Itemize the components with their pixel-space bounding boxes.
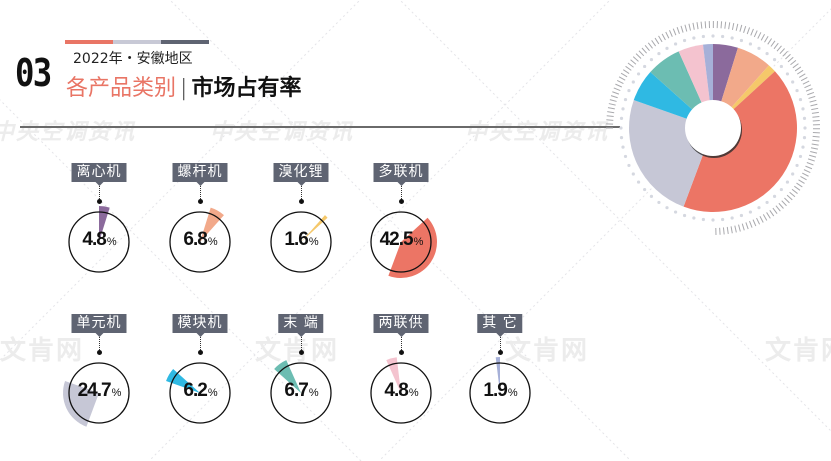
accent-bar-slate [161,40,209,44]
pie-outline [169,362,231,424]
mini-pie-chart [469,357,531,424]
category-label: 其 它 [477,314,523,337]
watermark: 文肯网 [505,336,590,366]
category-item: 溴化锂 1.6% [256,163,346,293]
category-item: 螺杆机 6.8% [155,163,245,293]
title-separator: | [180,76,188,101]
pie-outline [469,362,531,424]
category-label: 离心机 [71,163,127,186]
percentage-value: 4.8% [384,380,418,401]
pie-outline [270,211,332,273]
watermark: 文肯网 [0,336,85,366]
share-sector [388,217,437,278]
watermark: 文肯网 [765,336,831,366]
percentage-value: 1.9% [483,380,517,401]
donut-hole [685,100,741,156]
mini-pie-chart [370,211,437,278]
connector-line [401,337,402,352]
connector-dot [399,199,404,204]
connector-line [401,186,402,201]
section-number: 03 [15,51,52,95]
category-label: 末 端 [278,314,324,337]
market-share-donut-chart [606,20,821,235]
connector-line [500,337,501,352]
watermark: 中央空调资讯 [465,120,610,145]
connector-dot [198,350,203,355]
share-sector [274,360,301,393]
connector-dot [299,350,304,355]
connector-line [200,186,201,201]
watermark: 文肯网 [255,336,340,366]
category-item: 末 端 6.7% [256,314,346,444]
title-metric: 市场占有率 [191,76,302,101]
mini-pie-chart [270,360,332,424]
category-item: 离心机 4.8% [54,163,144,293]
mini-pie-chart [370,357,432,424]
category-item: 两联供 4.8% [356,314,446,444]
mini-pie-chart [62,362,130,427]
page-title: 各产品类别 | 市场占有率 [66,70,301,102]
connector-line [200,337,201,352]
connector-dot [198,199,203,204]
connector-dot [97,199,102,204]
accent-bars [65,40,209,44]
header-divider [20,126,620,128]
watermark: 中央空调资讯 [210,120,355,145]
category-label: 模块机 [172,314,228,337]
percentage-value: 4.8% [82,229,116,250]
pie-outline [169,211,231,273]
percentage-value: 24.7% [77,380,122,401]
pie-outline [68,211,130,273]
percentage-value: 6.7% [284,380,318,401]
share-sector [301,215,328,242]
category-label: 两联供 [373,314,429,337]
accent-bar-red [65,40,113,44]
category-item: 多联机 42.5% [356,163,446,293]
share-sector [495,357,500,393]
percentage-value: 42.5% [379,229,424,250]
percentage-value: 6.8% [183,229,217,250]
accent-bar-gray [113,40,161,44]
watermark: 中央空调资讯 [0,120,137,145]
connector-line [99,337,100,352]
page-subtitle: 2022年・安徽地区 [73,51,193,67]
connector-dot [97,350,102,355]
mini-pie-chart [68,206,130,273]
connector-line [301,337,302,352]
pie-outline [68,362,130,424]
category-label: 单元机 [71,314,127,337]
connector-dot [399,350,404,355]
pie-outline [370,211,432,273]
share-sector [99,206,110,242]
share-sector [166,369,200,393]
mini-pie-chart [169,207,231,273]
category-label: 多联机 [373,163,429,186]
donut-slice [683,71,797,212]
mini-pie-chart [270,211,332,273]
pie-outline [370,362,432,424]
mini-pie-chart [166,362,231,424]
connector-dot [299,199,304,204]
category-item: 其 它 1.9% [455,314,545,444]
category-item: 模块机 6.2% [155,314,245,444]
category-item: 单元机 24.7% [54,314,144,444]
share-sector [62,381,99,427]
pie-outline [270,362,332,424]
share-sector [386,357,401,393]
category-label: 溴化锂 [273,163,329,186]
share-sector [200,207,224,242]
connector-line [99,186,100,201]
title-category: 各产品类别 [66,76,177,101]
category-label: 螺杆机 [172,163,228,186]
connector-line [301,186,302,201]
percentage-value: 1.6% [284,229,318,250]
percentage-value: 6.2% [183,380,217,401]
connector-dot [498,350,503,355]
